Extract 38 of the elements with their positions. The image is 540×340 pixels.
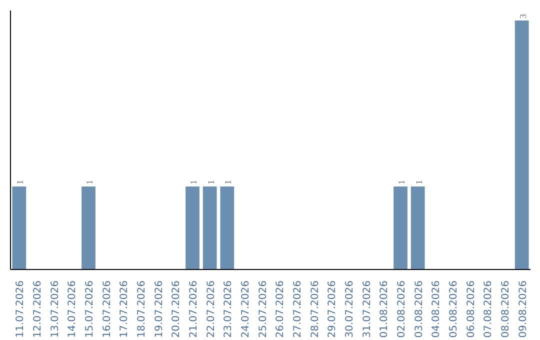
x-tick-label: 15.07.2026 xyxy=(84,280,96,338)
data-label: 1 xyxy=(223,180,234,184)
x-tick-label: 05.08.2026 xyxy=(448,280,460,338)
x-tick-label: 06.08.2026 xyxy=(466,280,477,338)
x-tick-label: 14.07.2026 xyxy=(67,280,78,338)
x-tick-label: 20.07.2026 xyxy=(171,280,182,338)
x-tick-label: 13.07.2026 xyxy=(50,280,61,338)
x-tick-label: 19.07.2026 xyxy=(154,280,165,338)
x-tick-label: 07.08.2026 xyxy=(483,280,494,338)
x-tick-label: 21.07.2026 xyxy=(188,280,200,338)
x-tick-label: 02.08.2026 xyxy=(396,280,408,338)
x-tick-label: 03.08.2026 xyxy=(414,280,425,338)
x-tick-label: 29.07.2026 xyxy=(327,280,338,338)
x-tick-label: 27.07.2026 xyxy=(292,280,304,338)
data-label: 3 xyxy=(518,13,528,18)
data-label: 1 xyxy=(188,180,198,184)
x-tick-label: 01.08.2026 xyxy=(379,280,390,338)
data-label: 1 xyxy=(15,180,26,184)
x-tick-label: 25.07.2026 xyxy=(258,280,269,338)
x-tick-label: 30.07.2026 xyxy=(344,280,356,338)
x-tick-label: 04.08.2026 xyxy=(431,280,442,338)
x-tick-label: 23.07.2026 xyxy=(223,280,234,338)
x-tick-label: 12.07.2026 xyxy=(32,280,44,338)
x-tick-label: 17.07.2026 xyxy=(119,280,130,338)
x-tick-label: 22.07.2026 xyxy=(206,280,217,338)
x-tick-label: 31.07.2026 xyxy=(362,280,373,338)
data-label: 1 xyxy=(84,180,94,184)
x-tick-label: 16.07.2026 xyxy=(102,280,113,338)
x-tick-label: 26.07.2026 xyxy=(275,280,286,338)
x-tick-label: 18.07.2026 xyxy=(136,280,148,338)
x-tick-label: 11.07.2026 xyxy=(15,280,26,338)
data-label: 1 xyxy=(206,180,216,184)
x-tick-label: 08.08.2026 xyxy=(500,280,512,338)
data-label: 1 xyxy=(396,180,406,184)
x-tick-label: 24.07.2026 xyxy=(240,280,252,338)
x-tick-label: 28.07.2026 xyxy=(310,280,321,338)
data-label: 1 xyxy=(414,180,424,184)
x-tick-label: 09.08.2026 xyxy=(518,280,529,338)
